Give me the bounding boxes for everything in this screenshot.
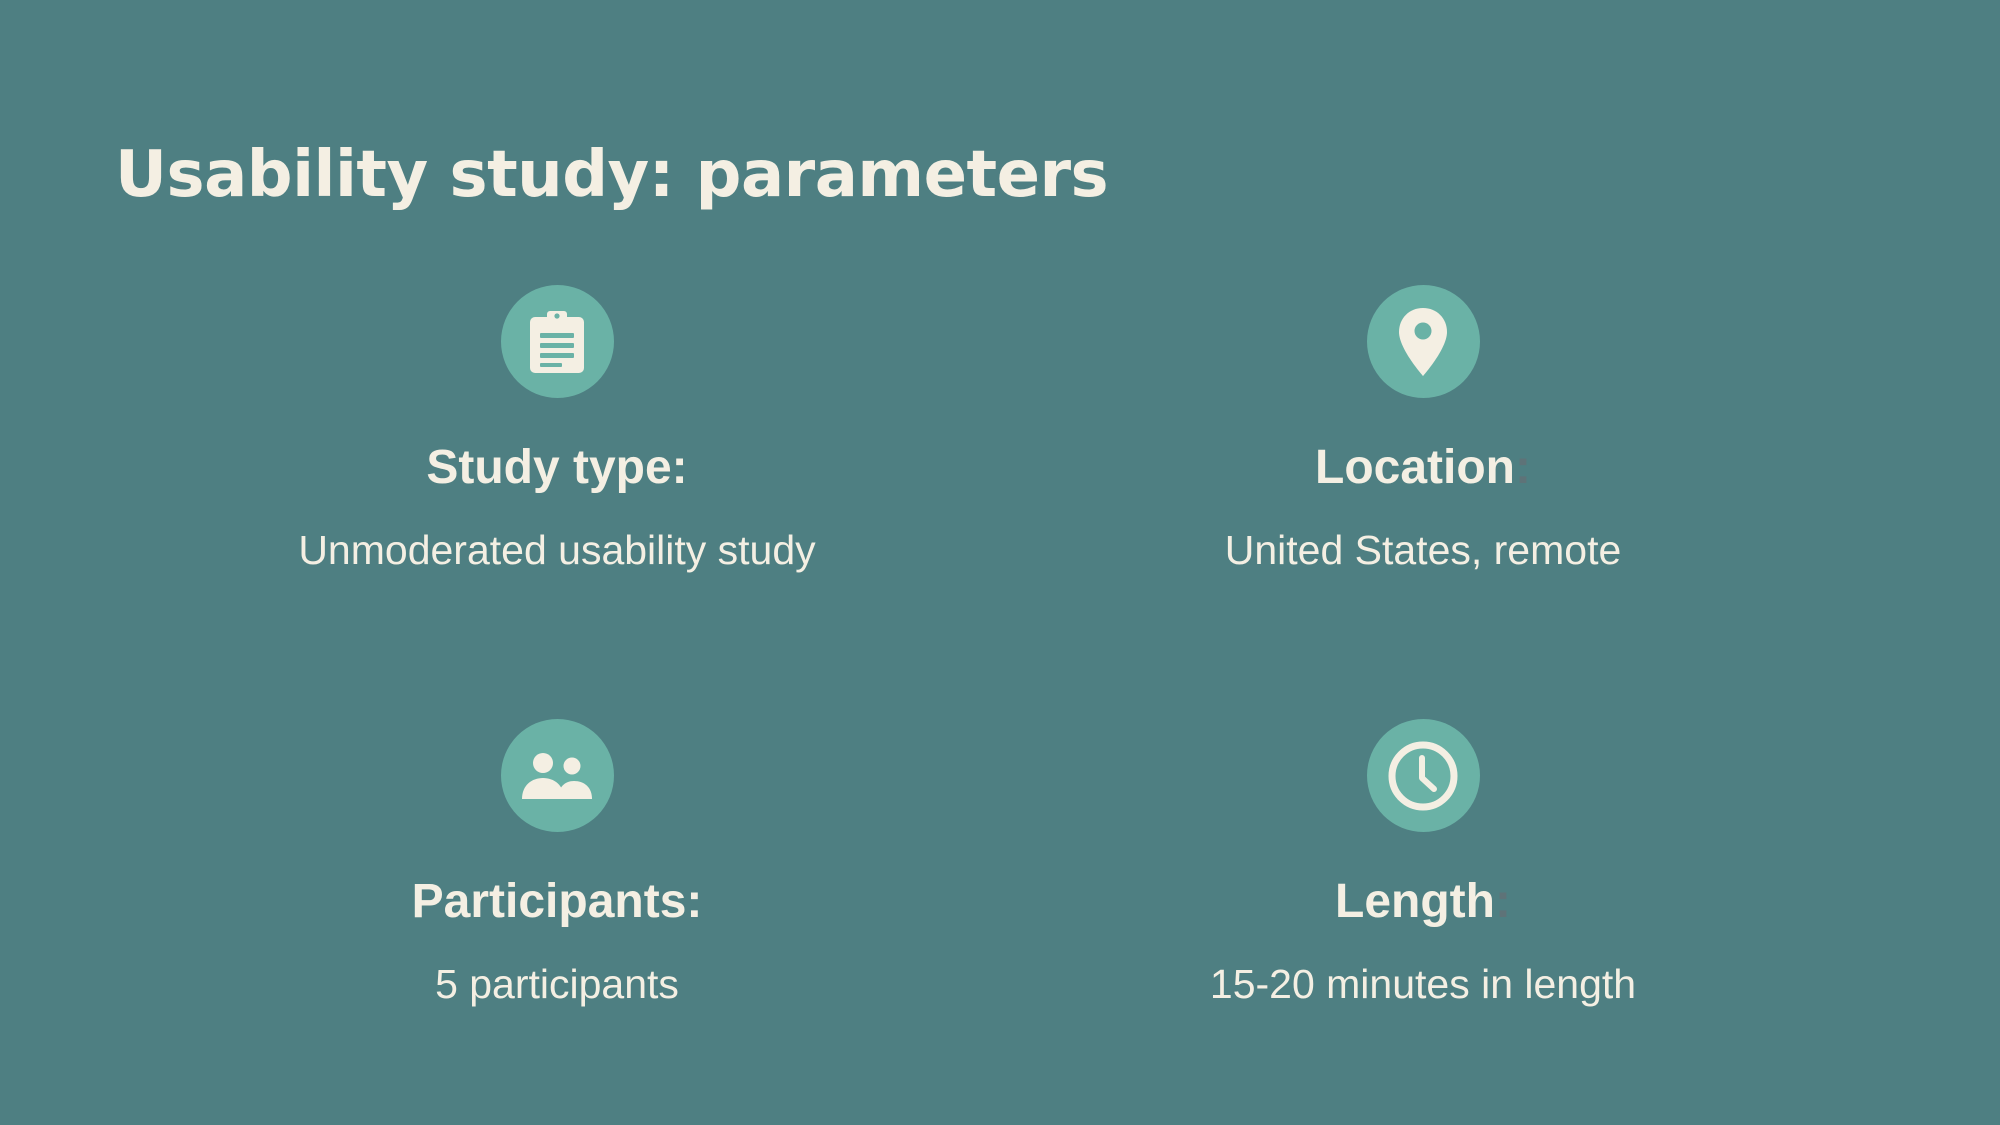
param-location: Location: United States, remote bbox=[1023, 285, 1823, 575]
clipboard-icon bbox=[500, 285, 614, 398]
param-value: 15-20 minutes in length bbox=[1209, 961, 1637, 1007]
param-label: Participants: bbox=[411, 875, 703, 928]
param-label: Study type: bbox=[426, 441, 688, 494]
param-length: Length: 15-20 minutes in length bbox=[1023, 719, 1823, 1009]
param-heading: Length: bbox=[1023, 874, 1823, 930]
slide-title: Usability study: parameters bbox=[115, 138, 1109, 212]
param-value: 5 participants bbox=[435, 961, 679, 1007]
param-participants: Participants: 5 participants bbox=[157, 719, 957, 1009]
param-value: Unmoderated usability study bbox=[298, 527, 816, 573]
param-colon: : bbox=[1494, 875, 1511, 928]
param-heading: Location: bbox=[1023, 440, 1823, 496]
param-heading: Participants: bbox=[157, 874, 957, 930]
param-study-type: Study type: Unmoderated usability study bbox=[157, 285, 957, 575]
param-colon: : bbox=[1515, 441, 1531, 494]
param-label: Length bbox=[1335, 875, 1495, 928]
location-pin-icon bbox=[1366, 285, 1480, 398]
param-label: Location bbox=[1315, 441, 1515, 494]
clock-icon bbox=[1366, 719, 1480, 832]
people-icon bbox=[500, 719, 614, 832]
param-value: United States, remote bbox=[1224, 527, 1622, 573]
param-heading: Study type: bbox=[157, 440, 957, 496]
